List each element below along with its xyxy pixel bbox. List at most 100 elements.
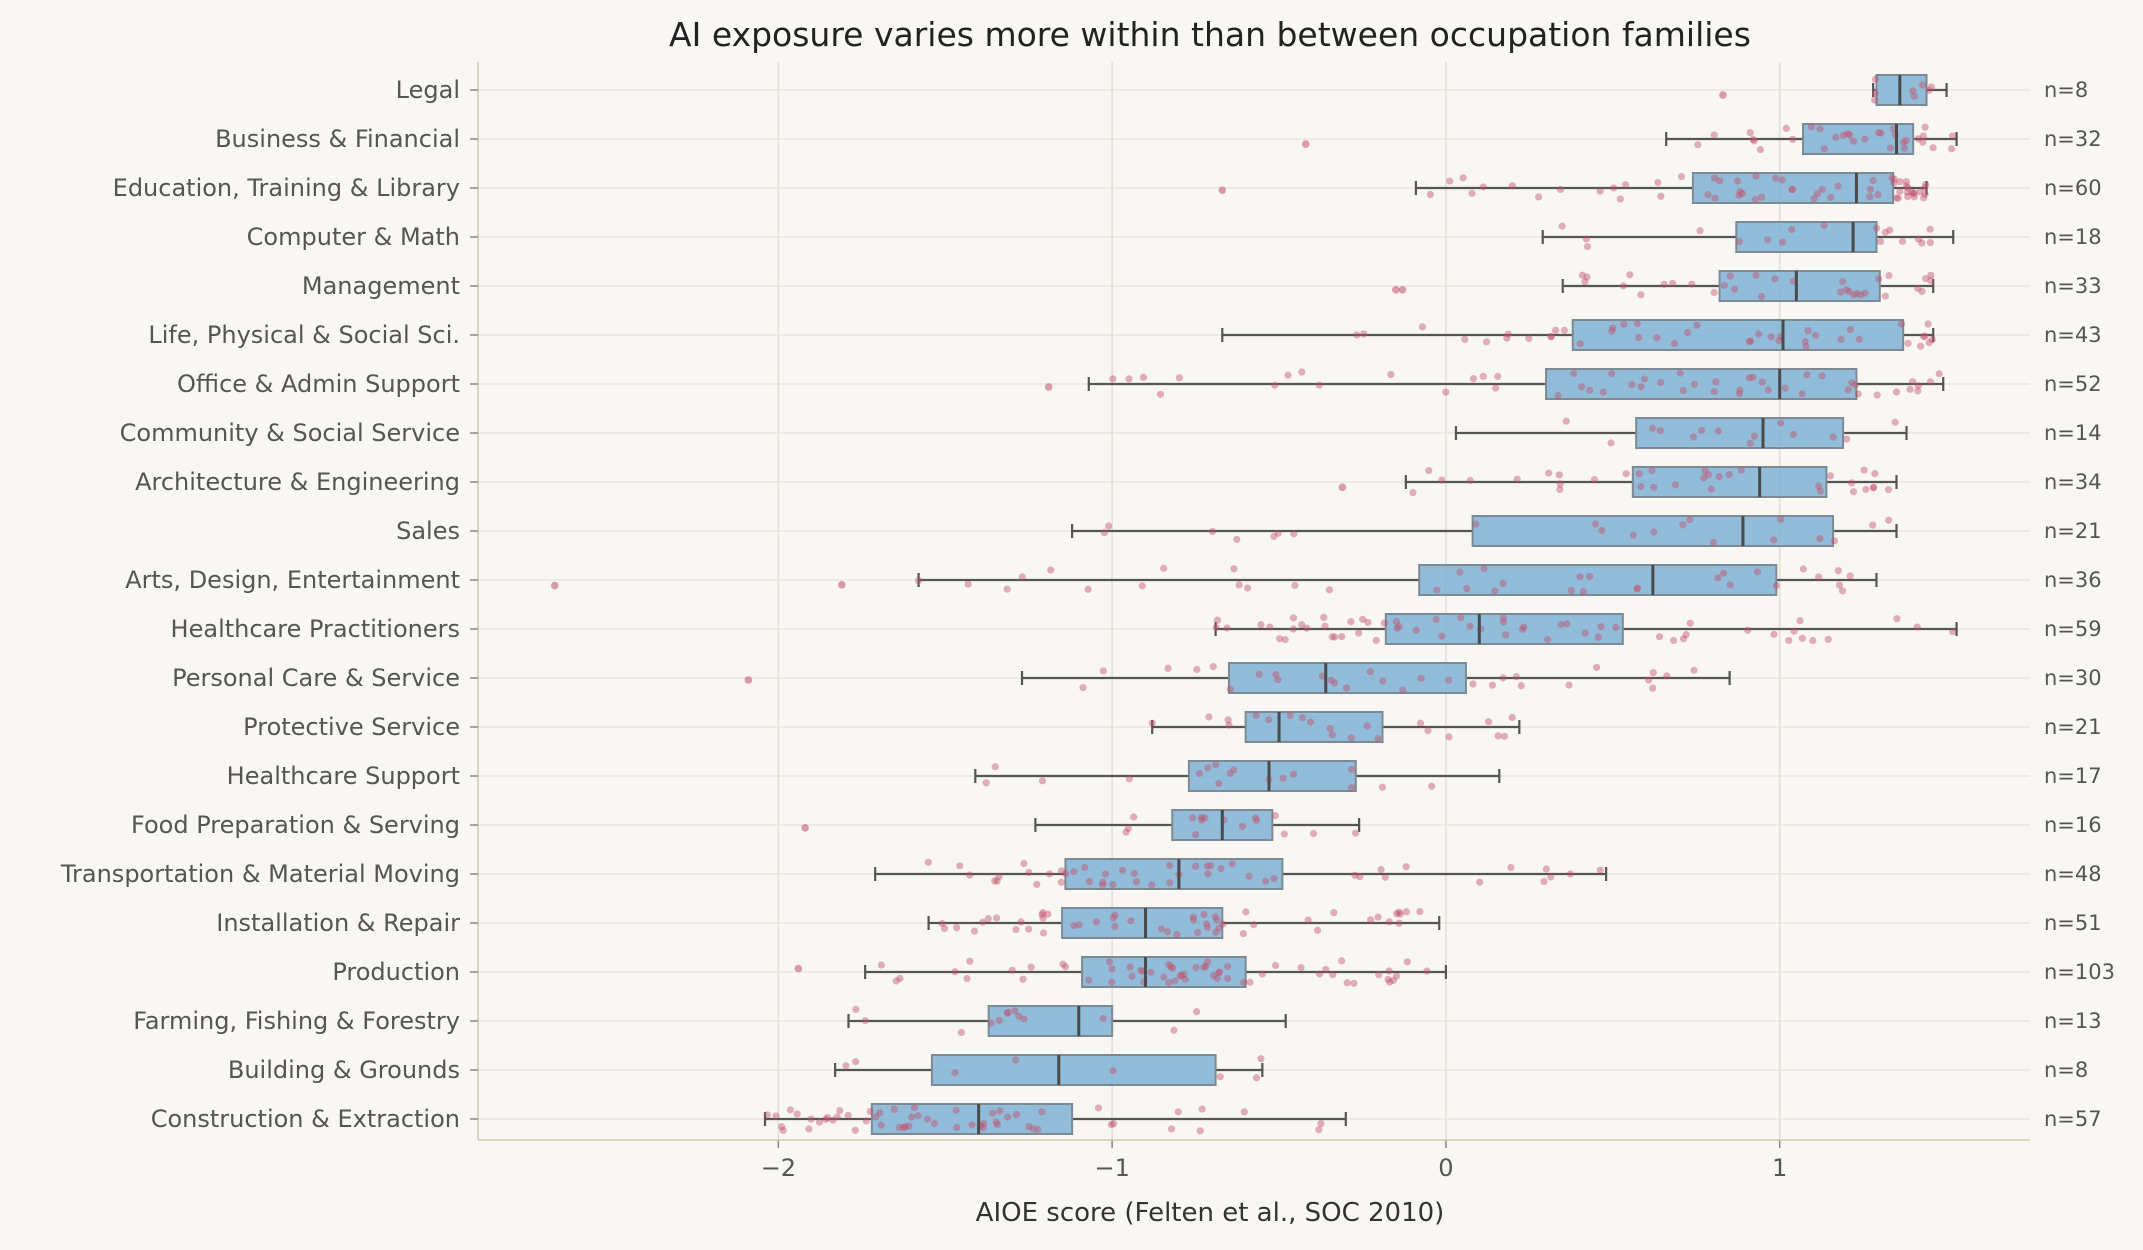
jitter-point [1871,89,1880,97]
count-label: n=51 [2044,911,2102,935]
jitter-point [1044,910,1052,918]
jitter-point [1130,869,1138,877]
outlier-point [1301,140,1310,148]
jitter-point [1745,374,1753,382]
jitter-point [1330,909,1338,917]
jitter-point [1125,775,1133,783]
jitter-point [1204,764,1212,772]
jitter-point [1888,174,1896,182]
jitter-point [1233,535,1241,543]
jitter-point [1351,871,1359,879]
jitter-point [1849,488,1858,496]
jitter-point [1298,714,1307,722]
jitter-point [1176,972,1184,980]
jitter-point [1252,816,1261,824]
jitter-point [1689,433,1698,441]
jitter-point [1918,81,1927,89]
jitter-point [1119,866,1127,874]
category-label: Protective Service [243,713,460,741]
jitter-point [1213,616,1222,624]
jitter-point [1885,516,1893,524]
jitter-point [991,877,999,885]
jitter-point [1298,368,1306,376]
jitter-point [1170,1026,1178,1034]
jitter-point [1139,373,1148,381]
jitter-point [1070,922,1078,930]
jitter-point [1788,185,1797,193]
jitter-point [1353,331,1361,339]
outlier-point [744,676,753,684]
jitter-point [1105,958,1114,966]
jitter-point [1871,469,1879,478]
jitter-point [1061,870,1070,878]
jitter-point [1492,384,1500,392]
jitter-point [1875,275,1883,283]
jitter-point [1640,375,1649,383]
category-label: Legal [396,76,460,104]
jitter-point [1261,877,1270,885]
jitter-point [1704,190,1712,199]
jitter-point [1446,177,1454,185]
jitter-point [1003,1009,1012,1017]
jitter-point [1820,145,1828,153]
jitter-point [1230,766,1238,774]
jitter-point [1789,430,1798,439]
jitter-point [1752,271,1760,279]
jitter-point [852,1005,860,1013]
jitter-point [1824,635,1832,643]
jitter-point [1224,962,1232,971]
jitter-point [1890,179,1898,187]
jitter-point [872,1113,880,1121]
jitter-point [1291,581,1299,590]
jitter-point [963,975,971,983]
jitter-point [772,1112,780,1120]
jitter-point [1520,623,1528,631]
jitter-point [1851,381,1859,389]
jitter-point [1235,581,1243,589]
jitter-point [1586,572,1594,581]
jitter-point [993,877,1001,885]
jitter-point [1904,184,1912,192]
jitter-point [1653,334,1661,342]
jitter-point [1770,536,1778,544]
jitter-point [1599,388,1607,396]
jitter-point [1223,624,1231,632]
jitter-point [1059,960,1067,968]
jitter-point [1635,333,1643,342]
jitter-point [1866,185,1875,194]
jitter-point [1321,622,1329,630]
jitter-point [1395,908,1403,916]
jitter-point [966,871,974,879]
jitter-point [1562,417,1570,425]
jitter-point [1109,914,1117,922]
jitter-point [1804,327,1812,335]
jitter-point [1017,918,1025,926]
jitter-point [1289,625,1297,633]
jitter-point [1607,439,1615,447]
jitter-point [1226,769,1234,777]
jitter-point [1461,335,1469,343]
jitter-point [1637,383,1645,391]
jitter-point [995,1016,1003,1025]
jitter-point [1566,870,1574,878]
iqr-box [1545,368,1858,400]
jitter-point [1315,1126,1323,1134]
iqr-box [1064,858,1284,890]
jitter-point [1710,131,1718,139]
jitter-point [1696,227,1704,235]
jitter-point [1094,1104,1103,1112]
jitter-point [1886,226,1894,234]
jitter-point [1198,1105,1206,1113]
jitter-point [1034,1125,1042,1134]
jitter-point [915,576,923,585]
count-label: n=60 [2044,176,2102,200]
jitter-point [1132,878,1141,886]
jitter-point [1810,195,1818,203]
jitter-point [1612,623,1620,632]
jitter-point [1683,328,1692,337]
jitter-point [1816,125,1824,133]
jitter-point [1201,814,1209,822]
jitter-point [1754,330,1763,338]
jitter-point [1482,338,1491,346]
